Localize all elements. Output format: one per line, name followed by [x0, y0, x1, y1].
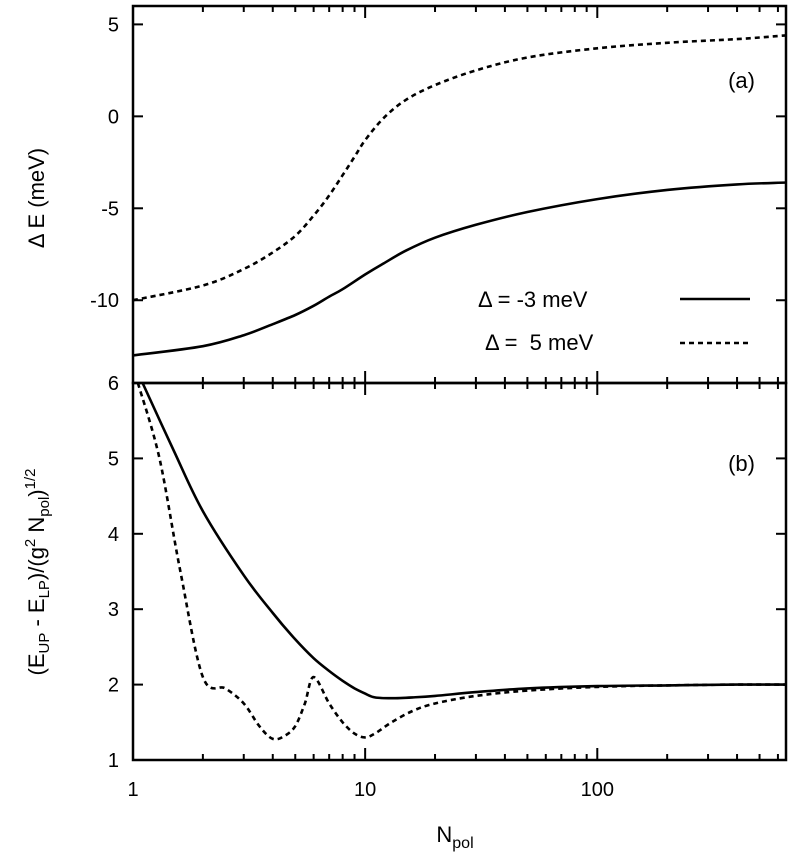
panel-b-frame [131, 381, 788, 762]
x-tick-label: 10 [354, 779, 376, 801]
panel-b-y-ticks: 6 5 4 3 2 1 [108, 373, 786, 772]
series-line-delta-minus-3-mev [132, 181, 787, 357]
y-tick-label: 5 [108, 448, 119, 470]
y-tick-label: 4 [108, 524, 119, 546]
panel-a: 5 0 -5 -10 (a) Δ E (meV) Δ = -3 meV Δ = 5 m… [24, 4, 788, 385]
panel-a-curves [132, 34, 787, 357]
y-tick-label: 2 [108, 675, 119, 697]
series-line-delta-minus-3-mev [141, 382, 787, 700]
panel-b-curves [136, 382, 787, 741]
panel-b-label: (b) [728, 451, 755, 476]
panel-a-y-axis-label: Δ E (meV) [24, 148, 49, 248]
panel-a-x-ticks [201, 6, 779, 383]
y-tick-label: 3 [108, 599, 119, 621]
x-tick-labels: 1 10 100 [127, 779, 614, 801]
panel-a-y-ticks: 5 0 -5 -10 [90, 14, 786, 312]
panel-b-y-axis-label: (EUP - ELP)/(g2 Npol)1/2 [22, 469, 53, 676]
series-line-delta-5-mev [136, 382, 787, 741]
x-axis-label: Npol [436, 822, 473, 852]
legend-entry-1-label: Δ = -3 meV [478, 287, 588, 312]
panel-a-frame [131, 4, 788, 385]
legend: Δ = -3 meV Δ = 5 meV [478, 287, 750, 355]
y-tick-label: 5 [108, 14, 119, 36]
x-tick-label: 100 [581, 779, 614, 801]
y-tick-label: 6 [108, 373, 119, 395]
panel-b-x-ticks [201, 383, 779, 760]
y-tick-label: -10 [90, 290, 119, 312]
y-tick-label: 0 [108, 106, 119, 128]
y-tick-label: 1 [108, 750, 119, 772]
panel-a-label: (a) [728, 68, 755, 93]
legend-entry-2-label: Δ = 5 meV [485, 330, 594, 355]
x-tick-label: 1 [127, 779, 138, 801]
series-line-delta-5-mev [132, 34, 787, 302]
y-tick-label: -5 [101, 198, 119, 220]
